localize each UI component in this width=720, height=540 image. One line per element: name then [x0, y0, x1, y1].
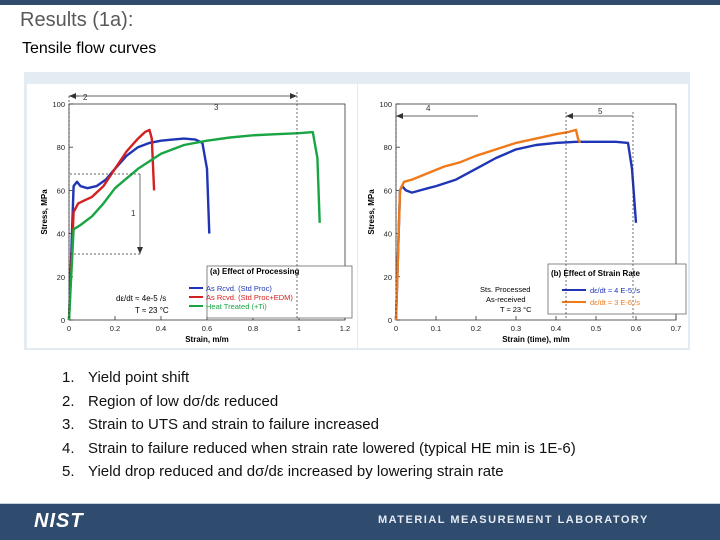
chart-a-y-tick-label: 20	[57, 273, 65, 282]
chart-a-x-tick-label: 1.2	[340, 324, 350, 333]
chart-a-x-tick-label: 1	[297, 324, 301, 333]
finding-text: Yield drop reduced and dσ/dε increased b…	[88, 463, 504, 480]
chart-b-axes: 0 0.1 0.2 0.3 0.4 0.5 0.6 0.7 0 20 40 60 80 100 Strain…	[367, 100, 681, 344]
footer-bar	[0, 504, 720, 540]
header-bar	[0, 0, 720, 5]
chart-a-x-tick-label: 0.6	[202, 324, 212, 333]
chart-a-svg: 0 0.2 0.4 0.6 0.8 1 1.2 0 20 40 60 80 100 Strain, m/m…	[40, 92, 353, 344]
lab-name: MATERIAL MEASUREMENT LABORATORY	[378, 514, 649, 526]
chart-panel-b: 0 0.1 0.2 0.3 0.4 0.5 0.6 0.7 0 20 40 60 80 100 Strain…	[358, 84, 688, 348]
chart-b-x-tick-label: 0	[394, 324, 398, 333]
chart-b-x-tick-label: 0.1	[431, 324, 441, 333]
finding-item: 2. Region of low dσ/dε reduced	[62, 390, 576, 414]
legend-label-blue: As Rcvd. (Std Proc)	[206, 284, 272, 293]
chart-b-y-axis-label: Stress, MPa	[367, 189, 376, 235]
chart-b-y-tick-label: 20	[384, 273, 392, 282]
chart-b-x-tick-label: 0.4	[551, 324, 561, 333]
chart-a-annotation: 3	[69, 92, 298, 320]
chart-b-x-tick-label: 0.5	[591, 324, 601, 333]
finding-text: Strain to UTS and strain to failure incr…	[88, 416, 379, 433]
chart-a-y-axis-label: Stress, MPa	[40, 189, 49, 235]
chart-b-x-tick-label: 0.2	[471, 324, 481, 333]
chart-a-series-red	[67, 128, 156, 321]
chart-a-y-tick-label: 60	[57, 186, 65, 195]
legend-box-a	[206, 265, 353, 319]
nist-logo: NIST	[34, 510, 84, 532]
chart-b-x-tick-label: 0.6	[631, 324, 641, 333]
chart-b-x-axis-label: Strain (time), m/m	[502, 335, 570, 344]
chart-a-annotation-label: 1	[131, 209, 136, 218]
chart-a-annotation-arrowhead	[137, 247, 143, 254]
chart-a-annotation-arrowhead	[290, 93, 297, 99]
chart-a-x-tick-label: 0	[67, 324, 71, 333]
legend-label-green: Heat Treated (+Ti)	[206, 302, 267, 311]
chart-b-annotation: 4	[395, 104, 478, 320]
chart-a-y-tick-label: 100	[52, 100, 65, 109]
chart-b-y-tick-label: 0	[388, 316, 392, 325]
finding-item: 5. Yield drop reduced and dσ/dε increased…	[62, 460, 576, 484]
slide-subtitle: Tensile flow curves	[22, 40, 157, 57]
slide-title: Results (1a):	[20, 9, 134, 31]
finding-item: 1. Yield point shift	[62, 366, 576, 390]
chart-a-x-axis-label: Strain, m/m	[185, 335, 229, 344]
chart-a-annotation-label: 2	[83, 93, 88, 102]
chart-a-y-tick-label: 40	[57, 230, 65, 239]
chart-b-annotation-label: 4	[426, 104, 431, 113]
panel-title-b: (b) Effect of Strain Rate	[551, 269, 640, 278]
finding-number: 2.	[62, 392, 75, 410]
chart-b-annotation-arrowhead	[566, 113, 573, 119]
temperature-label-b: T ≈ 23 °C	[500, 305, 532, 314]
chart-b-y-tick-label: 100	[379, 100, 392, 109]
finding-number: 3.	[62, 416, 75, 433]
finding-text: Region of low dσ/dε reduced	[88, 392, 279, 410]
chart-a-x-tick-label: 0.4	[156, 324, 166, 333]
finding-item: 3. Strain to UTS and strain to failure in…	[62, 413, 576, 437]
chart-b-x-tick-label: 0.7	[671, 324, 681, 333]
finding-number: 1.	[62, 369, 75, 386]
chart-a-annotation-label: 3	[214, 103, 219, 112]
chart-panel-a: 0 0.2 0.4 0.6 0.8 1 1.2 0 20 40 60 80 100 Strain, m/m…	[27, 84, 357, 348]
footer-divider	[0, 503, 720, 504]
chart-b-annotation-label: 5	[598, 107, 603, 116]
chart-b-annotation-arrowhead	[396, 113, 403, 119]
panel-title-a: (a) Effect of Processing	[210, 267, 299, 276]
legend-label-red: As Rcvd. (Std Proc+EDM)	[206, 293, 293, 302]
finding-number: 4.	[62, 439, 75, 457]
chart-b-x-tick-label: 0.3	[511, 324, 521, 333]
chart-b-y-tick-label: 80	[384, 143, 392, 152]
chart-a-x-tick-label: 0.8	[248, 324, 258, 333]
legend-label-orange-b: dε/dt ≈ 3 E-6 /s	[590, 298, 640, 307]
chart-b-series-orange	[394, 128, 582, 321]
chart-a-series-green	[67, 130, 321, 321]
chart-b-y-tick-label: 60	[384, 186, 392, 195]
temperature-label-a: T ≈ 23 °C	[135, 306, 169, 315]
legend-text-processed: Sts. Processed	[480, 285, 530, 294]
chart-a-y-tick-label: 0	[61, 316, 65, 325]
condition-label-a: dε/dt ≈ 4e-5 /s	[116, 294, 166, 303]
legend-a: As Rcvd. (Std Proc) As Rcvd. (Std Proc+E…	[189, 284, 293, 311]
finding-item: 4. Strain to failure reduced when strain …	[62, 437, 576, 461]
finding-text: Strain to failure reduced when strain ra…	[88, 439, 576, 457]
legend-text-received: As-received	[486, 295, 526, 304]
chart-b-y-tick-label: 40	[384, 230, 392, 239]
chart-b-series-blue	[394, 140, 638, 321]
chart-a-y-tick-label: 80	[57, 143, 65, 152]
finding-text: Yield point shift	[88, 369, 190, 386]
legend-label-blue-b: dε/dt ≈ 4 E-5 /s	[590, 286, 640, 295]
chart-b-svg: 0 0.1 0.2 0.3 0.4 0.5 0.6 0.7 0 20 40 60 80 100 Strain…	[367, 100, 687, 344]
chart-b-annotation: 5	[565, 107, 634, 320]
finding-number: 5.	[62, 463, 75, 480]
findings-list: 1. Yield point shift 2. Region of low dσ/d…	[62, 366, 576, 484]
chart-a-series-blue	[67, 137, 211, 321]
chart-a-annotation: 1	[69, 173, 143, 255]
chart-a-x-tick-label: 0.2	[110, 324, 120, 333]
